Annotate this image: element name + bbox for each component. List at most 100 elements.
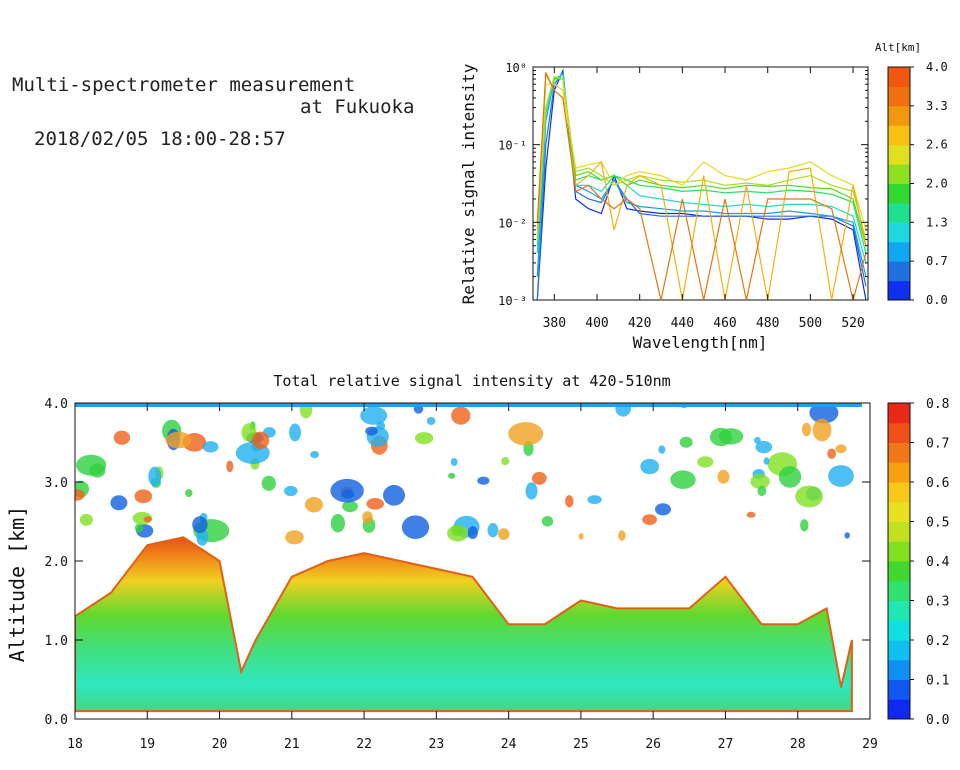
- heatmap-cloud-patch: [196, 528, 209, 546]
- heatmap-cloud-patch: [501, 457, 510, 466]
- spectrum-x-axis-label: Wavelength[nm]: [633, 333, 768, 352]
- heatmap-cloud-patch: [746, 511, 756, 518]
- heatmap-cloud-patch: [134, 523, 144, 533]
- heatmap-title: Total relative signal intensity at 420-5…: [273, 372, 670, 390]
- heatmap-cloud-patch: [330, 478, 364, 503]
- intensity-colorbar-swatch: [888, 482, 910, 503]
- heatmap-cloud-patch: [717, 469, 730, 484]
- spectrum-y-tick-label: 10⁻¹: [498, 139, 527, 153]
- heatmap-y-tick-label: 0.0: [45, 713, 68, 728]
- heatmap-cloud-patch: [565, 495, 574, 508]
- heatmap-cloud-patch: [487, 523, 499, 538]
- heatmap-cloud-patch: [525, 482, 538, 500]
- intensity-colorbar-tick-label: 0.2: [926, 634, 949, 649]
- heatmap-cloud-patch: [835, 444, 847, 454]
- heatmap-cloud-patch: [812, 418, 832, 442]
- spectrum-x-tick-label: 460: [713, 316, 736, 331]
- datetime-label: 2018/02/05 18:00-28:57: [34, 128, 286, 150]
- heatmap-cloud-patch: [755, 440, 773, 454]
- intensity-colorbar-tick-label: 0.8: [926, 397, 949, 412]
- altitude-colorbar-tick-label: 0.7: [926, 254, 948, 268]
- heatmap-cloud-patch: [498, 528, 510, 540]
- heatmap-cloud-patch: [801, 422, 812, 437]
- spectrum-series-line-2: [536, 73, 867, 277]
- intensity-colorbar-tick-label: 0.5: [926, 516, 949, 531]
- heatmap-x-tick-label: 24: [501, 737, 517, 752]
- altitude-colorbar-tick-label: 2.6: [926, 138, 948, 152]
- altitude-colorbar-tick-label: 3.3: [926, 99, 948, 113]
- heatmap-cloud-patch: [795, 485, 823, 508]
- heatmap-x-tick-label: 25: [573, 737, 589, 752]
- altitude-colorbar-swatch: [888, 86, 910, 107]
- heatmap-cloud-patch: [640, 458, 660, 475]
- spectrum-x-tick-label: 380: [543, 316, 566, 331]
- heatmap-plot: Total relative signal intensity at 420-5…: [5, 372, 878, 752]
- heatmap-cloud-patch: [75, 489, 85, 501]
- altitude-colorbar-swatch: [888, 105, 910, 126]
- heatmap-y-tick-label: 2.0: [45, 555, 68, 570]
- heatmap-x-tick-label: 18: [67, 737, 83, 752]
- spectrum-y-tick-label: 10⁻³: [498, 294, 527, 308]
- intensity-colorbar-swatch: [888, 403, 910, 424]
- heatmap-x-tick-label: 26: [645, 737, 661, 752]
- heatmap-cloud-patch: [477, 476, 490, 485]
- spectrum-series-line-6: [536, 75, 867, 240]
- altitude-colorbar-swatch: [888, 261, 910, 282]
- heatmap-cloud-patch: [670, 470, 696, 490]
- heatmap-cloud-patch: [342, 500, 358, 513]
- heatmap-cloud-patch: [658, 445, 666, 454]
- heatmap-cloud-patch: [757, 485, 767, 497]
- heatmap-cloud-patch: [844, 532, 850, 539]
- heatmap-cloud-patch: [655, 503, 671, 516]
- heatmap-x-tick-label: 29: [862, 737, 878, 752]
- heatmap-cloud-patch: [285, 530, 304, 545]
- intensity-colorbar-tick-label: 0.6: [926, 476, 949, 491]
- heatmap-cloud-patch: [414, 432, 434, 445]
- spectrum-series-line-7: [536, 83, 867, 231]
- spectrum-series-line-8: [536, 72, 867, 300]
- heatmap-cloud-patch: [615, 403, 632, 417]
- title-line-1: Multi-spectrometer measurement: [12, 74, 356, 96]
- intensity-colorbar-swatch: [888, 580, 910, 601]
- intensity-colorbar-swatch: [888, 679, 910, 700]
- heatmap-cloud-patch: [451, 406, 471, 425]
- intensity-colorbar-swatch: [888, 620, 910, 641]
- spectrum-x-tick-label: 440: [671, 316, 694, 331]
- spectrum-y-tick-label: 10⁻²: [498, 216, 527, 230]
- intensity-colorbar-swatch: [888, 501, 910, 522]
- intensity-colorbar: 0.0 0.1 0.2 0.3 0.4 0.5 0.6 0.7 0.8: [887, 397, 950, 728]
- heatmap-cloud-patch: [284, 485, 298, 497]
- intensity-colorbar-swatch: [888, 541, 910, 562]
- heatmap-cloud-patch: [447, 525, 469, 542]
- spectrum-series-line-9: [536, 72, 867, 300]
- heatmap-cloud-patch: [697, 456, 714, 468]
- heatmap-cloud-field: [75, 536, 853, 713]
- heatmap-y-tick-label: 1.0: [45, 634, 68, 649]
- heatmap-cloud-patch: [113, 430, 131, 445]
- heatmap-cloud-patch: [709, 427, 732, 447]
- intensity-colorbar-tick-label: 0.4: [926, 555, 950, 570]
- heatmap-cloud-patch: [165, 431, 192, 449]
- intensity-colorbar-tick-label: 0.7: [926, 437, 949, 452]
- altitude-colorbar-swatch: [888, 67, 910, 87]
- title-line-2: at Fukuoka: [300, 96, 415, 118]
- heatmap-cloud-patch: [800, 519, 809, 532]
- intensity-colorbar-swatch: [888, 699, 910, 720]
- heatmap-cloud-patch: [809, 403, 839, 424]
- heatmap-x-tick-label: 28: [790, 737, 806, 752]
- heatmap-cloud-patch: [541, 516, 554, 527]
- heatmap-cloud-patch: [310, 451, 319, 459]
- heatmap-cloud-patch: [134, 489, 153, 504]
- heatmap-top-band: [75, 403, 863, 407]
- intensity-colorbar-tick-label: 0.0: [926, 713, 949, 728]
- intensity-colorbar-swatch: [888, 442, 910, 463]
- heatmap-cloud-patch: [110, 495, 128, 511]
- heatmap-cloud-patch: [587, 495, 602, 505]
- heatmap-cloud-patch: [143, 516, 152, 523]
- heatmap-x-tick-label: 27: [718, 737, 734, 752]
- altitude-colorbar-swatch: [888, 280, 910, 301]
- intensity-colorbar-swatch: [888, 462, 910, 483]
- heatmap-y-tick-label: 4.0: [45, 397, 68, 412]
- heatmap-cloud-patch: [365, 426, 378, 436]
